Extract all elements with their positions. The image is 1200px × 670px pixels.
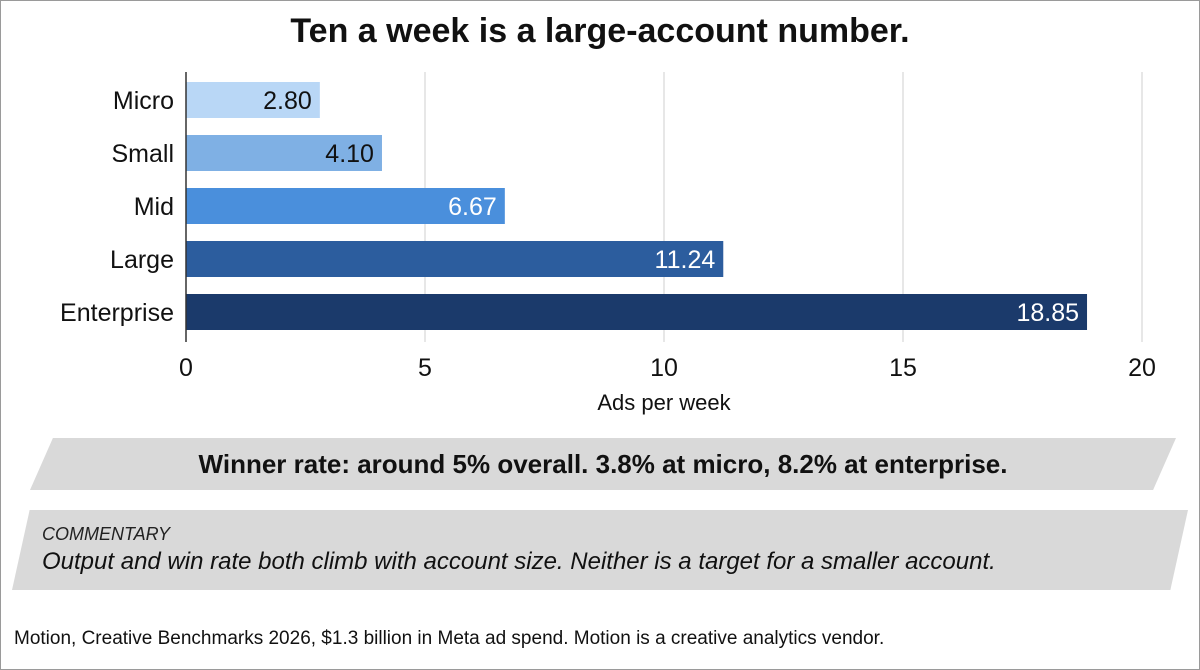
value-label-mid: 6.67 [448, 193, 497, 221]
bar-enterprise [186, 294, 1088, 330]
bar-mid [186, 188, 505, 224]
category-label-small: Small [111, 140, 174, 168]
commentary-text: Output and win rate both climb with acco… [42, 548, 996, 575]
value-label-enterprise: 18.85 [1016, 299, 1079, 327]
bars: 2.80 4.10 6.67 11.24 18.85 [186, 82, 1088, 330]
chart-title: Ten a week is a large-account number. [290, 12, 910, 50]
value-label-small: 4.10 [325, 140, 374, 168]
category-label-enterprise: Enterprise [60, 299, 174, 327]
value-label-micro: 2.80 [263, 87, 312, 115]
value-label-large: 11.24 [655, 246, 716, 274]
bar-chart: 2.80 4.10 6.67 11.24 18.85 Micro Small Mid Larg… [60, 72, 1156, 415]
x-axis-label: Ads per week [597, 390, 731, 415]
commentary-box: COMMENTARY Output and win rate both clim… [12, 510, 1188, 590]
x-tick-label-10: 10 [650, 354, 678, 382]
category-label-large: Large [110, 246, 174, 274]
category-label-micro: Micro [113, 87, 174, 115]
winner-rate-text: Winner rate: around 5% overall. 3.8% at … [198, 448, 1008, 479]
x-tick-label-5: 5 [418, 354, 432, 382]
winner-rate-banner: Winner rate: around 5% overall. 3.8% at … [30, 438, 1176, 490]
category-label-mid: Mid [134, 193, 174, 221]
source-note: Motion, Creative Benchmarks 2026, $1.3 b… [14, 628, 885, 649]
commentary-label: COMMENTARY [42, 524, 170, 544]
x-tick-label-0: 0 [179, 354, 193, 382]
x-tick-label-20: 20 [1128, 354, 1156, 382]
x-tick-label-15: 15 [889, 354, 917, 382]
bar-small [186, 135, 382, 171]
bar-micro [186, 82, 320, 118]
bar-large [186, 241, 724, 277]
